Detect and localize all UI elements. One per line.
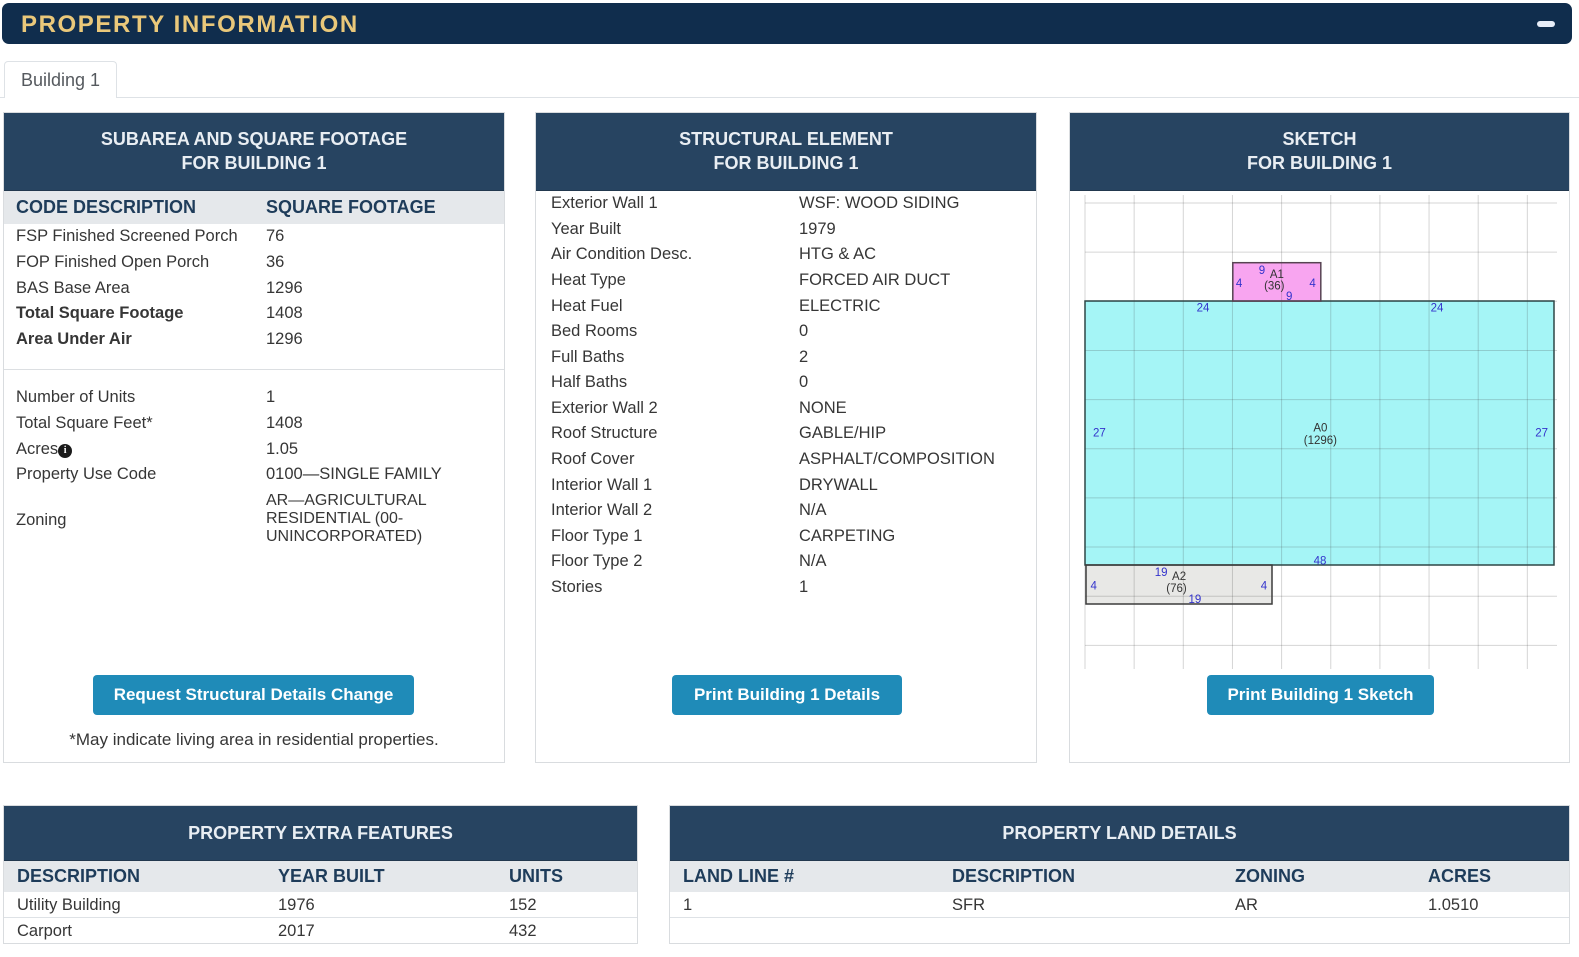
svg-text:(76): (76) (1166, 583, 1187, 595)
svg-text:19: 19 (1189, 594, 1202, 606)
svg-text:A0: A0 (1313, 423, 1327, 435)
svg-text:(36): (36) (1264, 281, 1285, 293)
svg-text:24: 24 (1431, 303, 1444, 315)
svg-text:4: 4 (1261, 580, 1268, 592)
svg-text:9: 9 (1286, 291, 1292, 303)
svg-text:24: 24 (1197, 303, 1210, 315)
svg-text:19: 19 (1155, 567, 1168, 579)
svg-text:A1: A1 (1270, 269, 1284, 281)
svg-text:4: 4 (1091, 580, 1098, 592)
svg-text:27: 27 (1093, 428, 1106, 440)
svg-text:27: 27 (1535, 428, 1548, 440)
svg-text:9: 9 (1259, 265, 1265, 277)
svg-text:A2: A2 (1172, 571, 1186, 583)
svg-text:4: 4 (1236, 278, 1243, 290)
svg-text:4: 4 (1309, 278, 1316, 290)
svg-text:(1296): (1296) (1304, 435, 1337, 447)
svg-text:48: 48 (1314, 556, 1327, 568)
